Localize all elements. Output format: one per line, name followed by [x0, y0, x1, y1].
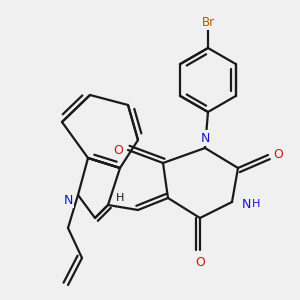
Text: O: O	[113, 143, 123, 157]
Text: Br: Br	[201, 16, 214, 28]
Text: N: N	[200, 131, 210, 145]
Text: H: H	[252, 199, 260, 209]
Text: N: N	[63, 194, 73, 206]
Text: N: N	[241, 197, 251, 211]
Text: H: H	[116, 193, 124, 203]
Text: O: O	[273, 148, 283, 161]
Text: O: O	[195, 256, 205, 268]
